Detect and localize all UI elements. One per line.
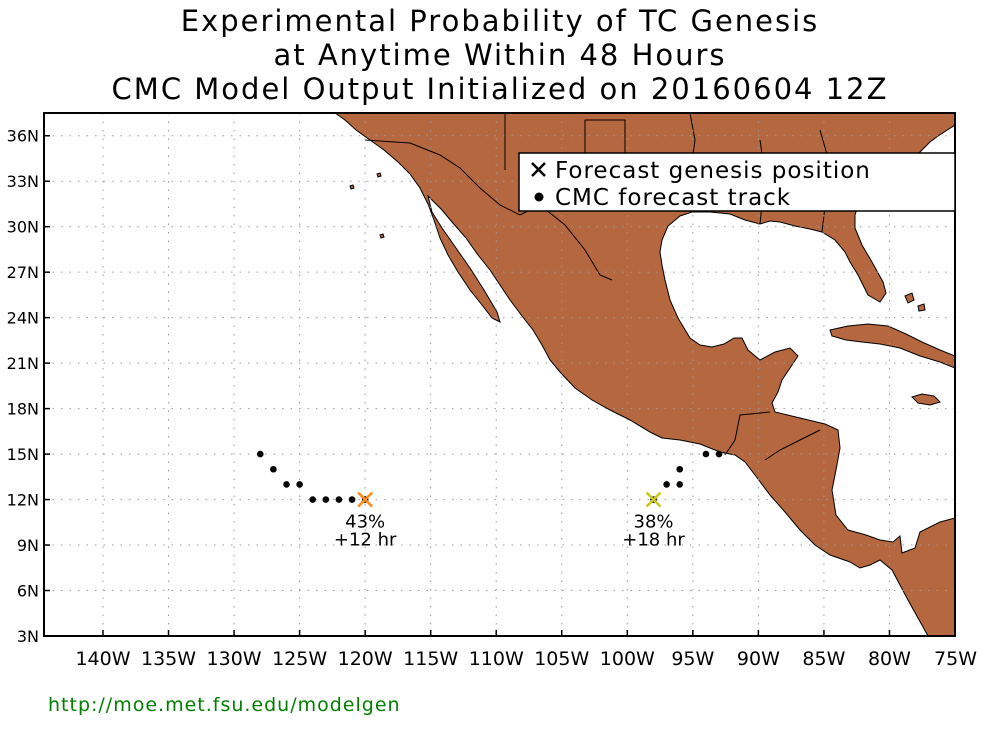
lon-tick-label: 110W (469, 648, 524, 670)
lat-tick-label: 3N (17, 627, 39, 646)
genesis-probability: 43% (345, 512, 385, 533)
lon-tick-label: 130W (207, 648, 262, 670)
track-point (663, 481, 670, 488)
land-mainland (334, 113, 955, 636)
track-point (322, 496, 330, 503)
track-point (348, 496, 356, 503)
genesis-x-icon (645, 491, 662, 508)
legend-x-icon (531, 162, 546, 177)
lon-tick-label: 120W (338, 648, 393, 670)
legend-box (518, 152, 956, 212)
lat-tick-label: 9N (17, 536, 39, 555)
legend: Forecast genesis position CMC forecast t… (518, 152, 956, 212)
title-line-2: at Anytime Within 48 Hours (273, 38, 727, 72)
footer-url[interactable]: http://moe.met.fsu.edu/modelgen (48, 694, 401, 716)
lat-tick-label: 12N (7, 491, 39, 510)
lon-tick-label: 140W (75, 648, 130, 670)
track-point (715, 450, 723, 458)
lon-tick-label: 125W (272, 648, 327, 670)
lon-tick-label: 100W (600, 648, 655, 670)
land-pacific-islets (349, 172, 385, 239)
forecast-tracks (256, 450, 723, 503)
land-bahamas (904, 292, 926, 312)
lat-tick-label: 24N (7, 309, 39, 328)
title-line-3: CMC Model Output Initialized on 20160604… (111, 72, 889, 106)
lon-tick-label: 115W (403, 648, 458, 670)
latitude-labels: 3N 6N 9N 12N 15N 18N 21N 24N 27N 30N 33N 36N (7, 127, 39, 646)
lon-tick-label: 135W (141, 648, 196, 670)
lon-tick-label: 85W (802, 648, 845, 670)
plot-frame (43, 112, 956, 637)
track-point (676, 465, 684, 473)
track-point (256, 450, 264, 458)
track-point (270, 465, 277, 473)
longitude-labels: 140W 135W 130W 125W 120W 115W 110W 105W 100W 95W 9… (75, 648, 977, 670)
legend-dot-icon (534, 192, 544, 202)
genesis-lead-time: +12 hr (334, 530, 397, 551)
lat-tick-label: 21N (7, 354, 39, 373)
legend-track-label: CMC forecast track (555, 185, 791, 211)
lon-tick-label: 90W (737, 648, 780, 670)
land-layer (334, 113, 955, 636)
lat-tick-label: 33N (7, 172, 39, 191)
title-line-1: Experimental Probability of TC Genesis (180, 4, 820, 38)
lat-tick-label: 36N (7, 127, 39, 146)
track-point (296, 481, 303, 488)
lat-tick-label: 27N (7, 263, 39, 282)
genesis-probability: 38% (634, 512, 674, 533)
genesis-map: 3N 6N 9N 12N 15N 18N 21N 24N 27N 30N 33N 36N 140W 13… (7, 112, 977, 670)
land-cuba (829, 323, 955, 369)
track-point (702, 450, 710, 458)
lat-tick-label: 30N (7, 218, 39, 237)
lon-tick-label: 95W (671, 648, 714, 670)
genesis-markers: 43%+12 hr 38%+18 hr (334, 491, 685, 551)
lon-tick-label: 80W (868, 648, 911, 670)
lat-tick-label: 15N (7, 445, 39, 464)
genesis-lead-time: +18 hr (622, 530, 685, 551)
genesis-x-icon (357, 491, 374, 508)
lat-tick-label: 18N (7, 400, 39, 419)
lon-tick-label: 75W (934, 648, 977, 670)
land-jamaica (911, 393, 941, 406)
track-point (676, 481, 684, 488)
legend-genesis-label: Forecast genesis position (555, 158, 871, 184)
track-point (283, 481, 290, 488)
lat-tick-label: 6N (17, 582, 39, 601)
track-point (335, 496, 343, 503)
lon-tick-label: 105W (534, 648, 589, 670)
track-point (309, 496, 317, 503)
